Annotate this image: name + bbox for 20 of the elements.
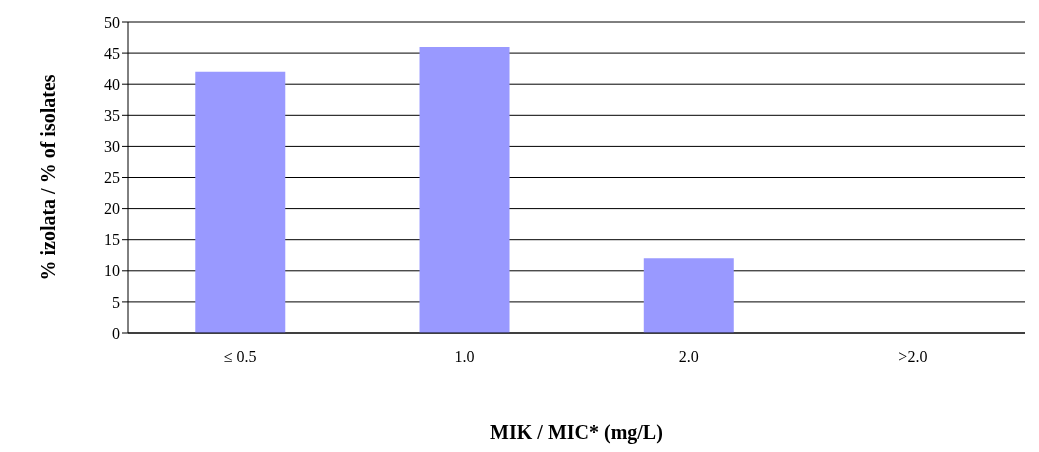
y-tick-label: 25 xyxy=(104,169,120,187)
bar xyxy=(419,46,510,333)
x-tick-label: >2.0 xyxy=(898,348,928,366)
y-tick-label: 15 xyxy=(104,231,120,249)
bar xyxy=(195,71,286,333)
y-axis-title: % izolata / % of isolates xyxy=(37,74,60,281)
y-tick-label: 45 xyxy=(104,44,120,62)
y-tick-label: 0 xyxy=(112,324,120,342)
x-tick-label: ≤ 0.5 xyxy=(223,348,257,366)
y-tick-label: 50 xyxy=(104,13,120,31)
y-tick-label: 5 xyxy=(112,293,120,311)
x-axis-title: MIK / MIC* (mg/L) xyxy=(490,421,663,444)
x-tick-label: 1.0 xyxy=(454,348,475,366)
y-tick-label: 10 xyxy=(104,262,120,280)
y-tick-label: 20 xyxy=(104,200,120,218)
x-tick-label: 2.0 xyxy=(678,348,699,366)
y-tick-label: 35 xyxy=(104,106,120,124)
y-tick-label: 30 xyxy=(104,138,120,156)
y-tick-label: 40 xyxy=(104,75,120,93)
bar xyxy=(643,258,734,333)
